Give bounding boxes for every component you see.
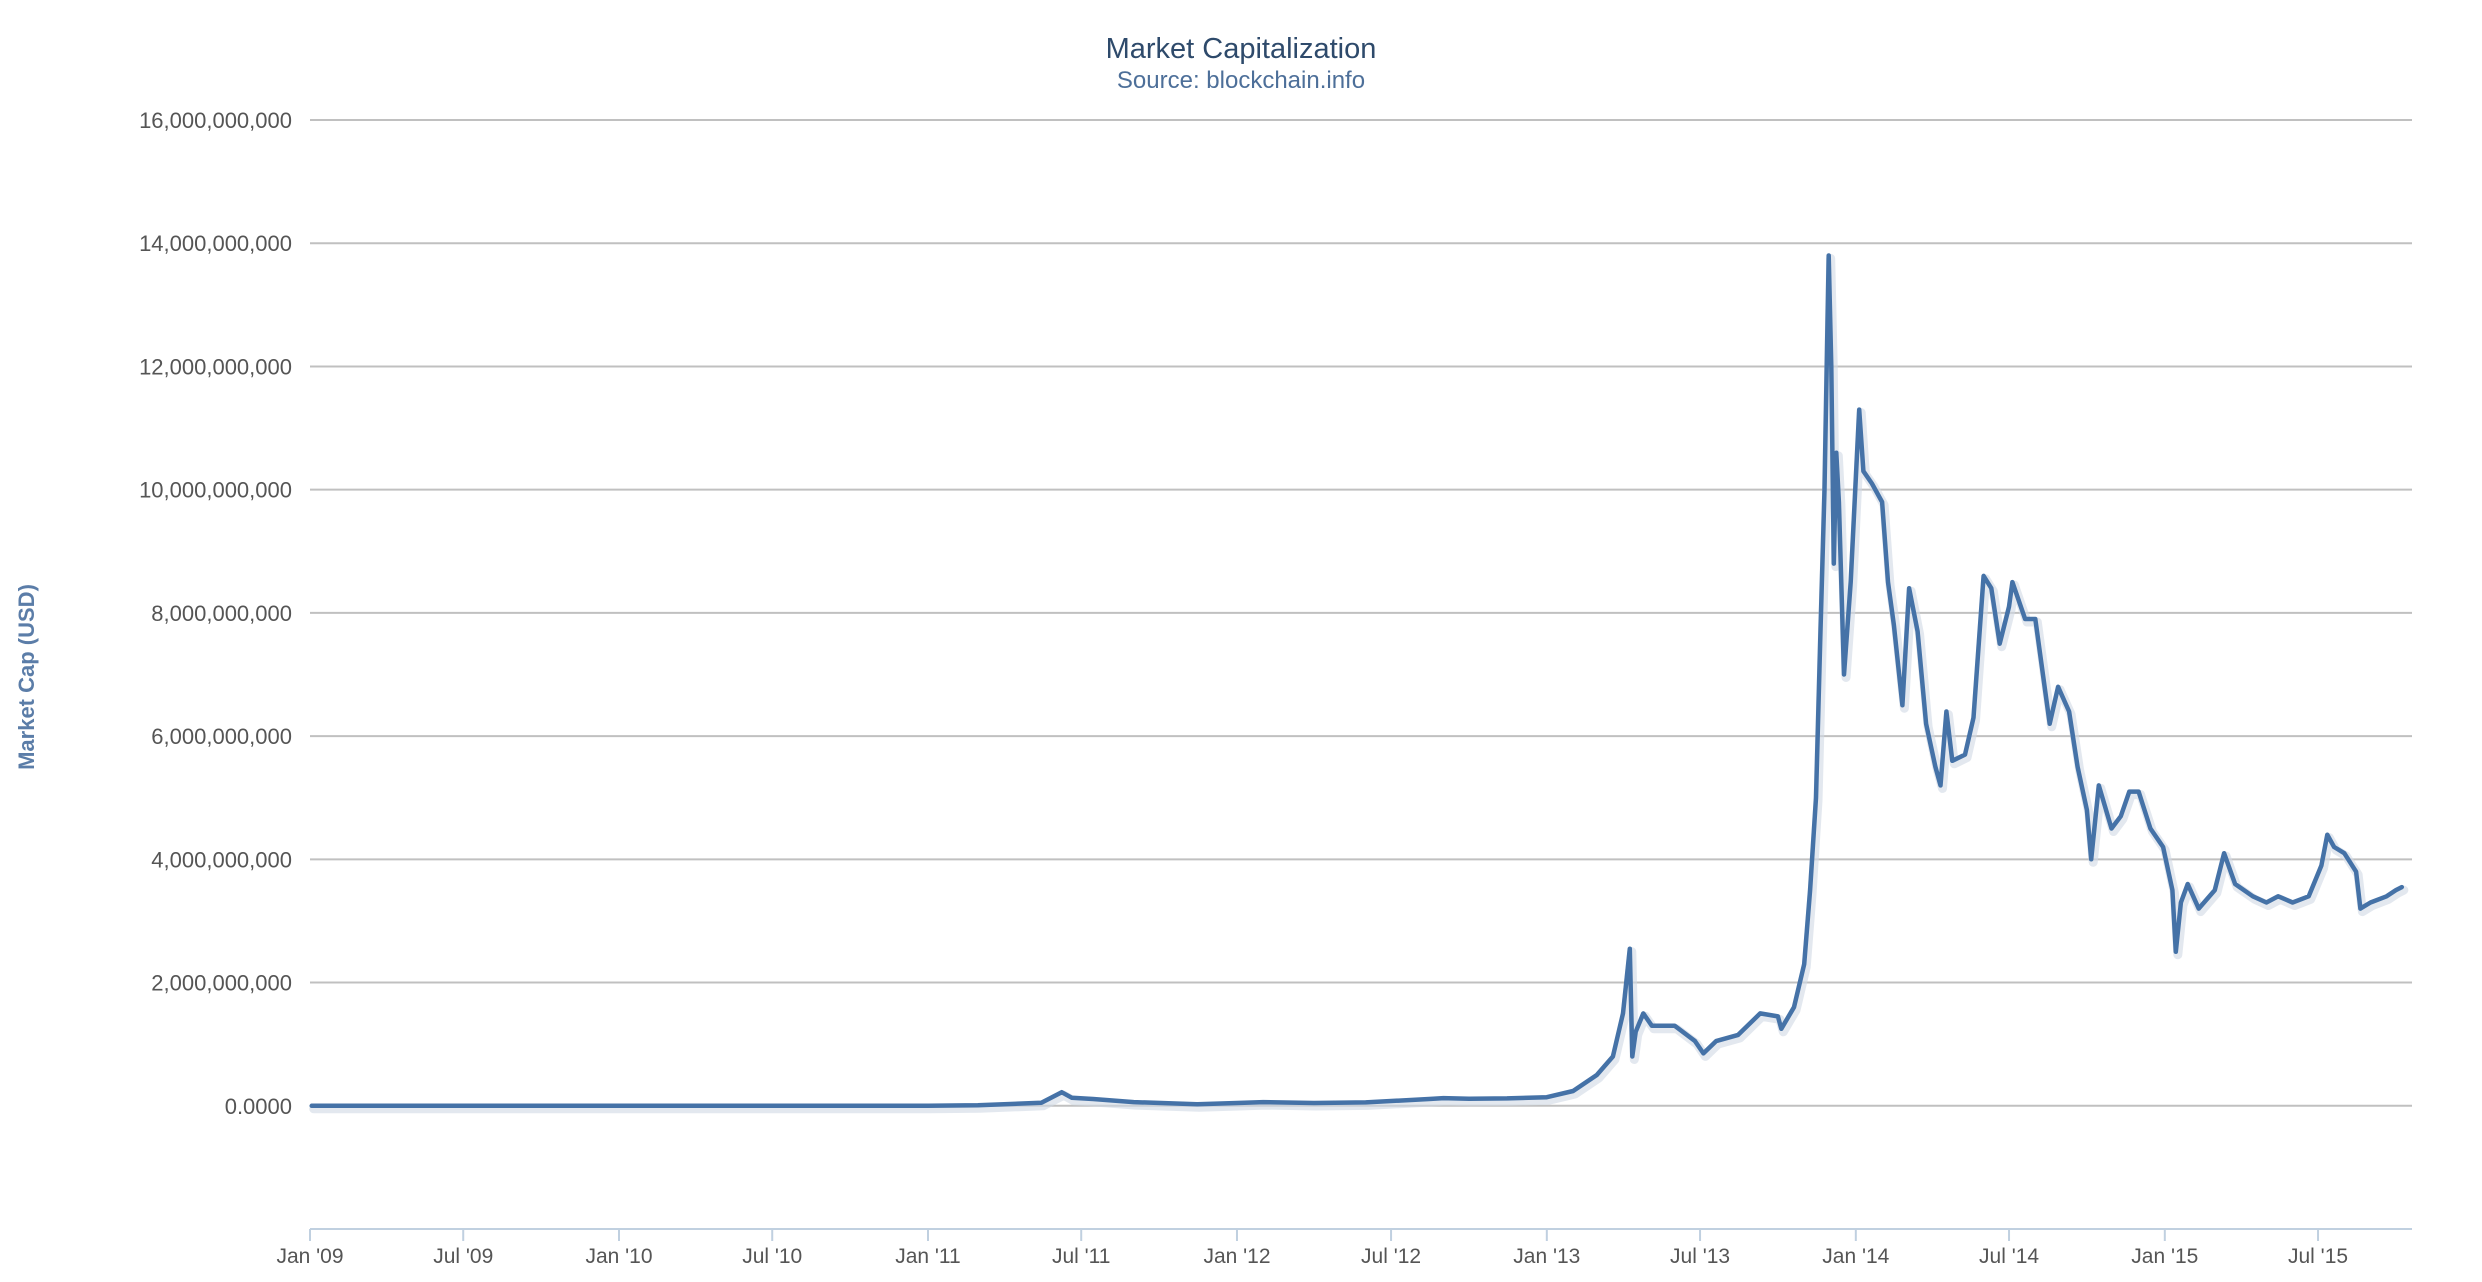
x-tick-label: Jul '11 <box>1052 1245 1111 1268</box>
y-tick-label: 14,000,000,000 <box>139 231 292 256</box>
x-tick-label: Jul '14 <box>1979 1245 2039 1268</box>
x-tick-label: Jul '10 <box>742 1245 802 1268</box>
y-tick-label: 2,000,000,000 <box>151 971 292 996</box>
chart-subtitle: Source: blockchain.info <box>1117 67 1365 94</box>
x-tick-label: Jan '13 <box>1513 1245 1580 1268</box>
x-tick-label: Jan '10 <box>585 1245 652 1268</box>
y-tick-label: 8,000,000,000 <box>151 601 292 626</box>
series-line-shadow <box>309 254 2409 1114</box>
grid-lines <box>310 119 2412 1107</box>
x-tick-label: Jul '13 <box>1670 1245 1730 1268</box>
y-axis-ticks: 16,000,000,000 14,000,000,000 12,000,000,0… <box>139 108 292 1119</box>
y-tick-label: 16,000,000,000 <box>139 108 292 133</box>
y-tick-label: 0.0000 <box>225 1094 292 1119</box>
series-group <box>309 253 2409 1114</box>
x-tick-label: Jul '15 <box>2288 1245 2348 1268</box>
series-line <box>309 253 2405 1109</box>
y-tick-label: 12,000,000,000 <box>139 354 292 379</box>
x-tick-label: Jan '09 <box>276 1245 343 1268</box>
x-tick-label: Jan '11 <box>895 1245 961 1268</box>
chart-title: Market Capitalization <box>1106 33 1377 65</box>
x-tick-label: Jul '09 <box>433 1245 493 1268</box>
x-tick-label: Jan '14 <box>1822 1245 1889 1268</box>
x-tick-label: Jul '12 <box>1361 1245 1421 1268</box>
x-tick-label: Jan '12 <box>1203 1245 1270 1268</box>
y-axis-label: Market Cap (USD) <box>14 584 39 770</box>
x-axis: Jan '09 Jul '09 Jan '10 Jul '10 Jan '11 Jul '… <box>276 1228 2412 1268</box>
y-tick-label: 6,000,000,000 <box>151 724 292 749</box>
x-tick-label: Jan '15 <box>2131 1245 2198 1268</box>
y-tick-label: 10,000,000,000 <box>139 478 292 503</box>
y-tick-label: 4,000,000,000 <box>151 847 292 872</box>
